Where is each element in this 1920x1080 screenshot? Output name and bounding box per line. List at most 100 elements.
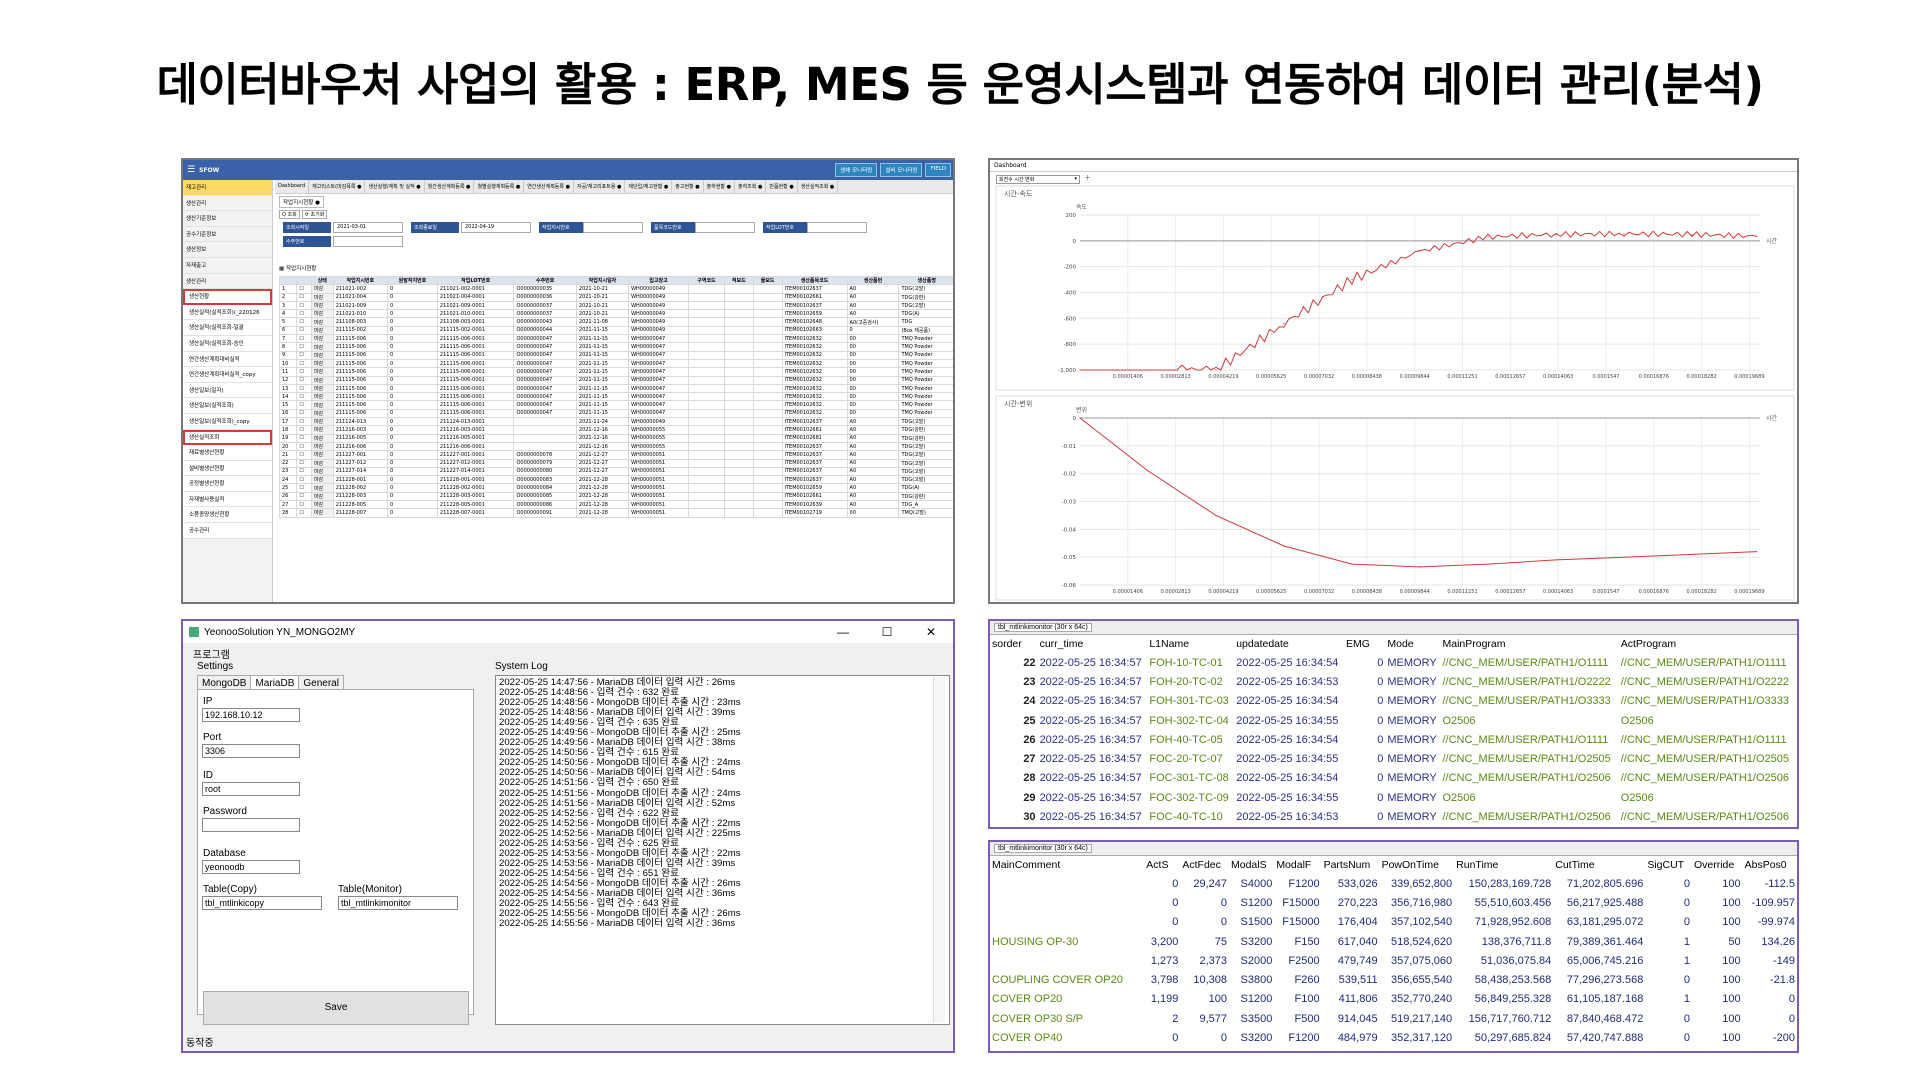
table-row[interactable]: 3 ☐ 마감 211021-009 0 211021-009-0001 O000000003… bbox=[278, 300, 953, 311]
menu-icon[interactable]: ☰ bbox=[187, 165, 196, 175]
chart-selector[interactable]: 회전수 시간 변화 ▾ bbox=[996, 175, 1080, 184]
table-row[interactable]: 0 29,247 S4000 F1200 533,026 339,652,800 150,2… bbox=[990, 874, 1797, 893]
grid-header-cell[interactable]: 작업지시번호 bbox=[332, 275, 388, 286]
grid1-header-cell[interactable]: updatedate bbox=[1236, 638, 1289, 650]
row-checkbox[interactable]: ☐ bbox=[296, 392, 312, 402]
sidebar-item[interactable]: 재고관리 bbox=[183, 180, 272, 196]
reset-button[interactable]: ⟳ 초기화 bbox=[301, 210, 328, 219]
date-to-input[interactable]: 2022-04-19 bbox=[461, 222, 531, 233]
grid-header-cell[interactable]: 생산품명 bbox=[898, 275, 953, 286]
top-button[interactable]: 설비 모니터링 bbox=[880, 163, 923, 177]
sidebar-item[interactable]: 공수기준정보 bbox=[183, 227, 272, 243]
add-icon[interactable]: + bbox=[1084, 173, 1091, 182]
row-checkbox[interactable]: ☐ bbox=[296, 483, 312, 493]
minimize-icon[interactable]: — bbox=[837, 625, 849, 639]
sidebar-item[interactable]: 재료별생산현황 bbox=[183, 445, 272, 461]
grid1-header-cell[interactable]: Mode bbox=[1387, 638, 1414, 650]
grid2-header-cell[interactable]: ModalS bbox=[1231, 859, 1267, 871]
table-row[interactable]: 0 0 S1200 F15000 270,223 356,716,980 55,510,60… bbox=[990, 893, 1797, 912]
row-checkbox[interactable]: ☐ bbox=[296, 375, 312, 385]
row-checkbox[interactable]: ☐ bbox=[296, 458, 312, 468]
log-scrollbar[interactable] bbox=[933, 677, 945, 1023]
dashboard-tab[interactable]: Dashboard bbox=[990, 160, 1797, 172]
grid1-header-cell[interactable]: curr_time bbox=[1039, 638, 1084, 650]
grid2-header-cell[interactable]: ActFdec bbox=[1182, 859, 1221, 871]
grid-header-cell[interactable]: 적보드 bbox=[723, 275, 754, 286]
row-checkbox[interactable]: ☐ bbox=[296, 292, 312, 302]
table-copy-field[interactable]: tbl_mtlinkicopy bbox=[202, 896, 322, 910]
table-row[interactable]: 20 ☐ 마감 211216-006 0 211216-006-0001 2021-12-1… bbox=[278, 441, 953, 452]
order-input[interactable] bbox=[583, 222, 643, 233]
grid1-header-cell[interactable]: L1Name bbox=[1149, 638, 1190, 650]
row-checkbox[interactable]: ☐ bbox=[296, 342, 312, 352]
grid1-header-cell[interactable]: EMG bbox=[1346, 638, 1370, 650]
table-row[interactable]: 26 ☐ 마감 211228-003 0 211228-003-0001 O00000000… bbox=[278, 491, 953, 502]
table-row[interactable]: 29 2022-05-25 16:34:57 FOC-302-TC-09 2022-0… bbox=[990, 788, 1797, 807]
table-row[interactable]: 24 2022-05-25 16:34:57 FOH-301-TC-03 2022-0… bbox=[990, 692, 1797, 711]
row-checkbox[interactable]: ☐ bbox=[296, 325, 312, 336]
sidebar-item[interactable]: 소품종양생산현황 bbox=[183, 507, 272, 524]
grid1-header-cell[interactable]: ActProgram bbox=[1620, 638, 1677, 650]
erp-tab[interactable]: 생산실적조회 ● bbox=[798, 180, 839, 193]
row-checkbox[interactable]: ☐ bbox=[296, 317, 312, 327]
sidebar-item[interactable]: 자재별사용실적 bbox=[183, 491, 272, 508]
table-row[interactable]: 2 ☐ 마감 211021-004 0 211021-004-0001 O000000003… bbox=[278, 292, 953, 302]
grid2-header-cell[interactable]: PowOnTime bbox=[1381, 859, 1439, 871]
table-row[interactable]: 21 ☐ 마감 211227-001 0 211227-001-0001 O00000000… bbox=[278, 450, 953, 460]
erp-tab[interactable]: 출하조회 ● bbox=[735, 180, 767, 193]
grid2-tab[interactable]: tbl_mtlinkimonitor (30r x 64c) bbox=[990, 842, 1797, 856]
erp-tab[interactable]: 출하현황 ● bbox=[704, 180, 735, 193]
table-row[interactable]: 23 ☐ 마감 211227-014 0 211227-014-0001 O00000000… bbox=[278, 466, 953, 477]
top-button[interactable]: 생체 모니터링 bbox=[835, 163, 878, 177]
table-row[interactable]: 9 ☐ 마감 211115-006 0 211115-006-0001 O000000004… bbox=[278, 350, 953, 360]
grid-header-cell[interactable]: 작업지시일자 bbox=[575, 275, 630, 286]
row-checkbox[interactable]: ☐ bbox=[296, 433, 312, 443]
erp-tab[interactable]: 월간생산계획등록 ● bbox=[425, 180, 475, 193]
system-log[interactable]: 2022-05-25 14:47:56 - MariaDB 데이터 입력 시간 … bbox=[495, 675, 950, 1025]
sidebar-item[interactable]: 생산실적(실적조회-승인 bbox=[183, 335, 272, 352]
table-row[interactable]: 26 2022-05-25 16:34:57 FOH-40-TC-05 2022-05… bbox=[990, 730, 1797, 749]
erp-page-tab[interactable]: 작업지시현황 ● bbox=[279, 196, 324, 208]
lot-input[interactable] bbox=[807, 222, 867, 233]
grid-header-cell[interactable]: 입고창고 bbox=[628, 275, 690, 286]
date-from-input[interactable]: 2021-03-01 bbox=[333, 222, 403, 233]
table-row[interactable]: 27 ☐ 마감 211228-005 0 211228-005-0001 O00000000… bbox=[278, 499, 953, 510]
table-row[interactable]: 16 ☐ 마감 211115-006 0 211115-006-0001 O00000000… bbox=[278, 408, 953, 419]
grid-header-cell[interactable]: 작업LOT번호 bbox=[436, 275, 515, 286]
row-checkbox[interactable]: ☐ bbox=[296, 408, 312, 419]
row-checkbox[interactable]: ☐ bbox=[296, 491, 312, 502]
table-row[interactable]: 28 2022-05-25 16:34:57 FOC-301-TC-08 2022-0… bbox=[990, 769, 1797, 788]
search-button[interactable]: Q 조회 bbox=[279, 210, 300, 219]
ip-field[interactable]: 192.168.10.12 bbox=[202, 708, 300, 722]
row-checkbox[interactable]: ☐ bbox=[296, 350, 312, 360]
table-row[interactable]: 6 ☐ 마감 211115-002 0 211115-002-0001 O000000004… bbox=[278, 325, 953, 336]
sidebar-item[interactable]: 생산관리 bbox=[183, 196, 272, 212]
erp-tab[interactable]: 반품현황 ● bbox=[766, 180, 798, 193]
table-row[interactable]: 30 2022-05-25 16:34:57 FOC-40-TC-10 2022-05… bbox=[990, 807, 1797, 826]
table-row[interactable]: 22 2022-05-25 16:34:57 FOH-10-TC-01 2022-05… bbox=[990, 653, 1797, 672]
row-checkbox[interactable]: ☐ bbox=[296, 300, 312, 311]
sidebar-item[interactable]: 연간생산계획대비실적 bbox=[183, 351, 272, 368]
table-row[interactable]: 7 ☐ 마감 211115-006 0 211115-006-0001 O000000004… bbox=[278, 334, 953, 344]
row-checkbox[interactable]: ☐ bbox=[296, 367, 312, 377]
row-checkbox[interactable]: ☐ bbox=[296, 499, 312, 510]
password-field[interactable] bbox=[202, 818, 300, 832]
grid-header-cell[interactable]: 수주번호 bbox=[513, 275, 577, 286]
erp-tab[interactable]: 출고현황 ● bbox=[672, 180, 704, 193]
table-row[interactable]: 15 ☐ 마감 211115-006 0 211115-006-0001 O00000000… bbox=[278, 400, 953, 410]
sidebar-item[interactable]: 생산실적조회 bbox=[183, 429, 272, 446]
grid2-header-cell[interactable]: ActS bbox=[1146, 859, 1169, 871]
sidebar-item[interactable]: 연간생산계획대비실적_copy bbox=[183, 367, 272, 383]
grid1-tab[interactable]: tbl_mtlinkimonitor (30r x 64c) bbox=[990, 621, 1797, 635]
grid2-header-cell[interactable]: ModalF bbox=[1276, 859, 1312, 871]
row-checkbox[interactable]: ☐ bbox=[296, 334, 312, 344]
row-checkbox[interactable]: ☐ bbox=[296, 417, 312, 427]
sidebar-item[interactable]: 생산실적(실적조회)(_220126 bbox=[183, 304, 272, 321]
table-row[interactable]: 10 ☐ 마감 211115-006 0 211115-006-0001 O00000000… bbox=[278, 358, 953, 369]
erp-tab[interactable]: 재고리스트(마감목록 ● bbox=[309, 180, 366, 193]
table-row[interactable]: 13 ☐ 마감 211115-006 0 211115-006-0001 O00000000… bbox=[278, 383, 953, 394]
sidebar-item[interactable]: 생산현황 bbox=[183, 289, 272, 305]
sidebar-item[interactable]: 생산일보(실적조회) bbox=[183, 398, 272, 414]
grid2-header-cell[interactable]: MainComment bbox=[992, 859, 1061, 871]
sidebar-item[interactable]: 공정별생산현황 bbox=[183, 476, 272, 492]
